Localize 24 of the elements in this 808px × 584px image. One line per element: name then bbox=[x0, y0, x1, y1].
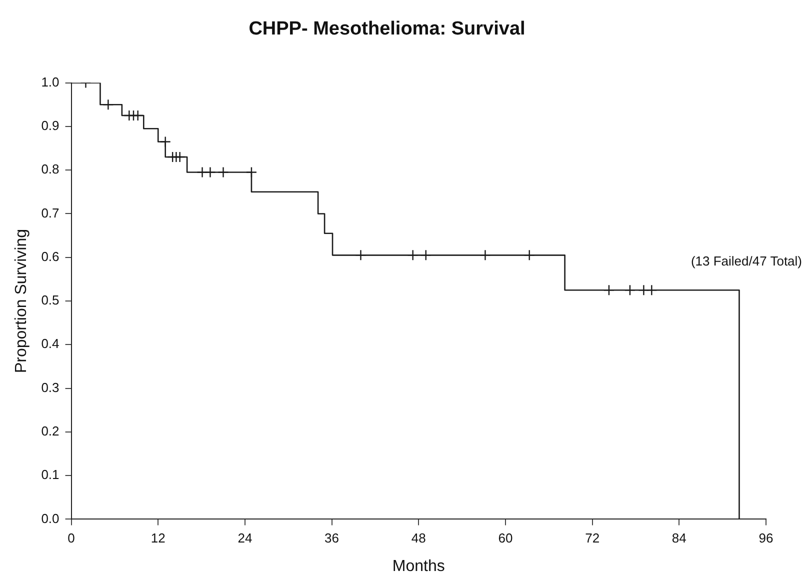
y-tick-label: 0.3 bbox=[41, 380, 60, 395]
y-tick-label: 0.5 bbox=[41, 292, 60, 308]
y-axis-title: Proportion Surviving bbox=[13, 228, 30, 374]
x-tick-label: 0 bbox=[68, 530, 75, 546]
chart-title: CHPP- Mesothelioma: Survival bbox=[248, 18, 526, 40]
annotation: (13 Failed/47 Total) bbox=[690, 253, 802, 268]
x-tick-label: 36 bbox=[324, 530, 340, 546]
x-tick-label: 24 bbox=[238, 530, 252, 546]
y-tick-label: 0.8 bbox=[41, 162, 60, 177]
y-tick-label: 0.6 bbox=[41, 248, 60, 264]
x-tick-label: 48 bbox=[411, 530, 426, 546]
y-tick-label: 0.7 bbox=[41, 205, 60, 220]
y-tick-label: 0.0 bbox=[41, 510, 60, 526]
y-tick-label: 0.2 bbox=[41, 424, 60, 438]
x-tick-label: 12 bbox=[150, 530, 166, 546]
x-tick-label: 84 bbox=[672, 530, 686, 546]
y-tick-label: 0.9 bbox=[41, 118, 60, 134]
x-tick-label: 72 bbox=[585, 530, 600, 546]
x-tick-label: 60 bbox=[498, 530, 513, 546]
x-tick-label: 96 bbox=[758, 530, 774, 546]
y-tick-label: 0.4 bbox=[41, 336, 60, 352]
y-tick-label: 0.1 bbox=[41, 467, 60, 482]
y-tick-label: 1.0 bbox=[41, 74, 60, 90]
x-axis-title: Months bbox=[392, 558, 445, 575]
